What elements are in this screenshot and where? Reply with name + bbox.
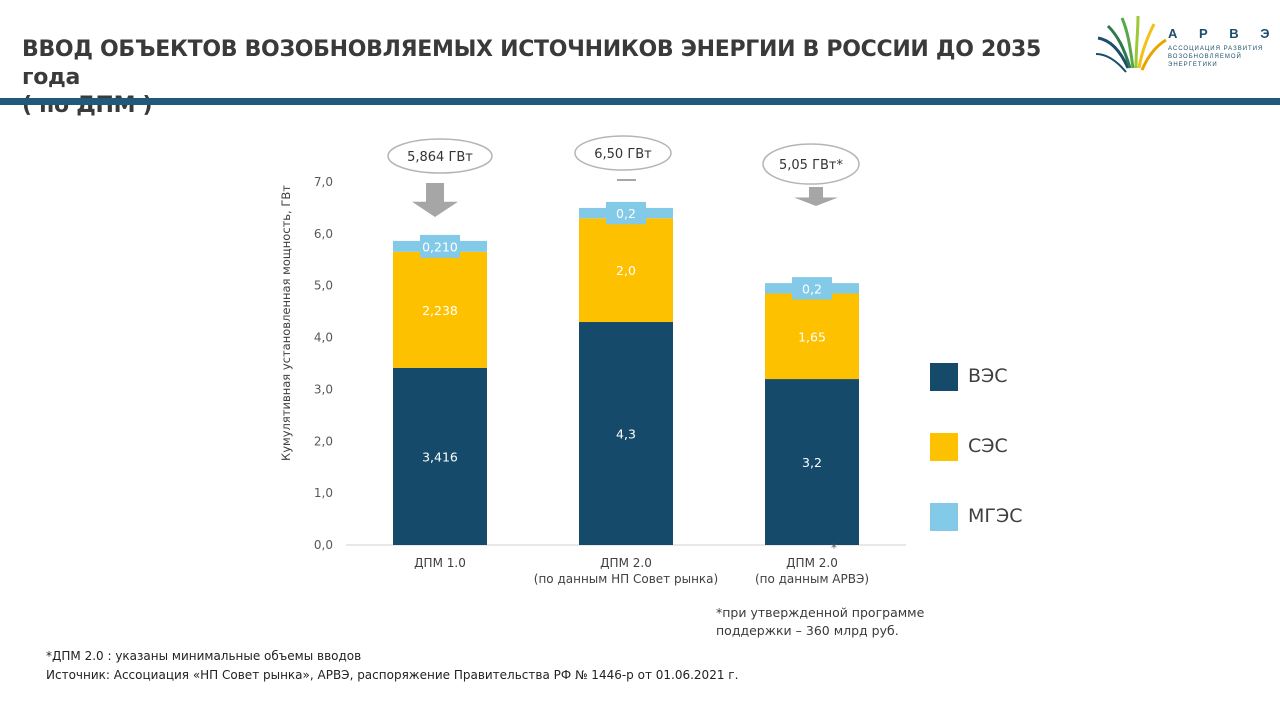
total-label-2: 5,05 ГВт* [779,158,843,173]
logo-subtitle-line2: ВОЗОБНОВЛЯЕМОЙ ЭНЕРГЕТИКИ [1168,54,1242,68]
bar-label-2-0: 0,210 [422,239,458,254]
bar-label-1-2: 1,65 [798,329,826,344]
bar-1-0 [393,251,487,368]
down-arrow-icon-0 [412,183,458,217]
total-label-0: 5,864 ГВт [407,150,473,165]
logo-name: А Р В Э [1168,26,1279,41]
legend-label-ses: СЭС [968,435,1008,457]
y-tick-label-3: 3,0 [314,382,333,396]
total-label-1: 6,50 ГВт [594,147,652,162]
bar-1-1 [579,218,673,323]
legend-label-ves: ВЭС [968,365,1008,387]
bar-label-box-0 [420,234,460,258]
bar-label-2-1: 0,2 [616,206,636,221]
bar-label-box-1 [606,201,646,225]
bar-0-0 [393,367,487,545]
y-tick-label-1: 1,0 [314,486,333,500]
y-tick-label-7: 7,0 [314,175,333,189]
footnote-program-line1: *при утвержденной программе [716,605,925,620]
y-tick-label-2: 2,0 [314,434,333,448]
logo-rays [1095,15,1167,73]
bar-1-2 [765,293,859,380]
x-category-label-1-0: ДПМ 2.0 [600,556,652,570]
y-tick-label-6: 6,0 [314,227,333,241]
legend-label-mges: МГЭС [968,505,1023,527]
y-tick-label-0: 0,0 [314,538,333,552]
bar-label-0-1: 4,3 [616,427,636,442]
bar-label-1-1: 2,0 [616,263,636,278]
x-category-label-2-0: ДПМ 2.0 [786,556,838,570]
sunburst-logo-icon [1095,15,1167,73]
bar-label-1-0: 2,238 [422,303,458,318]
legend-swatch-ves [930,363,958,391]
y-tick-label-4: 4,0 [314,331,333,345]
legend-swatch-mges [930,503,958,531]
bar-label-0-0: 3,416 [422,449,458,464]
total-callout-0 [387,138,493,174]
bar-label-box-2 [792,277,832,300]
page-title-line1: ВВОД ОБЪЕКТОВ ВОЗОБНОВЛЯЕМЫХ ИСТОЧНИКОВ … [22,37,1041,90]
page-title: ВВОД ОБЪЕКТОВ ВОЗОБНОВЛЯЕМЫХ ИСТОЧНИКОВ … [22,36,1062,120]
footnote-dpm: *ДПМ 2.0 : указаны минимальные объемы вв… [46,649,362,663]
total-callout-2 [762,143,860,185]
total-callout-1 [574,135,672,171]
x-category-label-2-1: (по данным АРВЭ) [755,572,869,586]
footnote-program-line2: поддержки – 360 млрд руб. [716,623,899,638]
bar-0-2 [765,379,859,545]
bar-label-0-2: 3,2 [802,455,822,470]
x-category-label-0-0: ДПМ 1.0 [414,556,466,570]
asterisk-mark: * [831,541,837,555]
logo-subtitle-line1: АССОЦИАЦИЯ РАЗВИТИЯ [1168,46,1264,52]
header-divider-bar [0,98,1280,105]
page-title-line2: ( по ДПМ ) [22,93,153,118]
y-axis-label: Кумулятивная установленная мощность, ГВт [279,185,293,461]
x-category-label-1-1: (по данным НП Совет рынка) [534,572,718,586]
down-arrow-icon-2 [794,187,838,206]
y-tick-label-5: 5,0 [314,279,333,293]
bar-label-2-2: 0,2 [802,281,822,296]
footnote-program: *при утвержденной программе поддержки – … [716,604,924,640]
bar-0-1 [579,322,673,545]
source-note: Источник: Ассоциация «НП Совет рынка», А… [46,668,739,682]
legend-swatch-ses [930,433,958,461]
logo-subtitle: АССОЦИАЦИЯ РАЗВИТИЯ ВОЗОБНОВЛЯЕМОЙ ЭНЕРГ… [1168,45,1280,69]
